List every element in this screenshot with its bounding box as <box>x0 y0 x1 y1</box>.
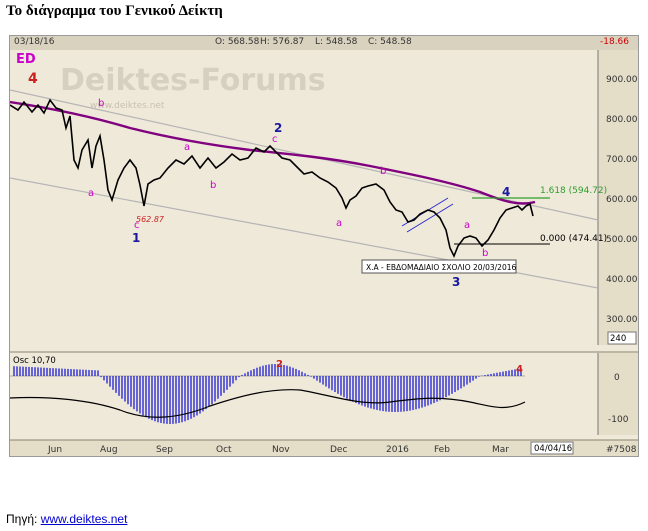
price-tick: 800.00 <box>606 115 638 125</box>
wave-3-label: 3 <box>452 275 460 289</box>
moving-average-line <box>10 100 536 205</box>
date-axis-ticks: Jun Aug Sep Oct Nov Dec 2016 Feb Mar <box>47 445 509 455</box>
date-tick: Aug <box>100 445 118 455</box>
date-tick: 2016 <box>386 445 409 455</box>
price-tick: 600.00 <box>606 195 638 205</box>
wave-b-label-4: b <box>482 248 488 259</box>
watermark: Deiktes-Forums <box>60 63 326 98</box>
oscillator-axis <box>598 353 638 435</box>
quote-open: O: 568.58 <box>215 37 260 47</box>
wave-b-label-1: b <box>98 98 104 109</box>
wave-c-label-2: c <box>272 134 278 145</box>
wave-a-label-4: a <box>464 220 470 231</box>
end-date-box <box>530 441 574 455</box>
date-tick: Feb <box>434 445 450 455</box>
wave-a-label-1: a <box>88 188 94 199</box>
oscillator-histogram <box>13 364 522 424</box>
date-tick: Oct <box>216 445 232 455</box>
wave-a-label-2: a <box>184 142 190 153</box>
end-date-label: 04/04/16 <box>534 444 572 454</box>
oscillator-label: Osc 10,70 <box>13 356 56 366</box>
wave-b-label-2: b <box>210 180 216 191</box>
price-tick: 400.00 <box>606 275 638 285</box>
wave-a-label-3: a <box>336 218 342 229</box>
date-tick: Sep <box>156 445 173 455</box>
price-tick: 700.00 <box>606 155 638 165</box>
source-label: Πηγή: <box>6 512 38 526</box>
osc-wave-2-label: 2 <box>276 359 283 370</box>
volume-box-label: 240 <box>610 334 626 344</box>
wave-2-label: 2 <box>274 121 282 135</box>
price-axis-ticks: 900.00 800.00 700.00 600.00 500.00 400.0… <box>606 75 638 325</box>
quote-header: 03/18/16 O: 568.58 H: 576.87 L: 548.58 C… <box>10 36 638 51</box>
symbol-label: ED <box>16 52 36 67</box>
oscillator-signal-line <box>10 389 526 418</box>
price-tick: 500.00 <box>606 235 638 245</box>
fib-lower-label: 0.000 (474.41) <box>540 234 607 244</box>
quote-change: -18.66 <box>600 37 630 47</box>
wave-c-label-1: c <box>134 220 140 231</box>
date-axis <box>10 440 638 456</box>
wave-1-label: 1 <box>132 231 140 245</box>
quote-close: C: 548.58 <box>368 37 412 47</box>
date-tick: Nov <box>272 445 290 455</box>
price-tick: 900.00 <box>606 75 638 85</box>
price-line <box>10 98 534 258</box>
oscillator-pane <box>10 353 598 435</box>
price-axis <box>598 50 638 345</box>
page-title: Το διάγραμμα του Γενικού Δείκτη <box>6 3 223 19</box>
source-line: Πηγή: www.deiktes.net <box>6 512 127 526</box>
source-link[interactable]: www.deiktes.net <box>40 512 128 526</box>
bar-count-label: #7508 <box>606 445 637 455</box>
chart-canvas: Deiktes-Forums www.deiktes.net ED 4 1.61… <box>10 50 638 456</box>
mini-channel-lower <box>406 203 454 233</box>
date-tick: Jun <box>47 445 62 455</box>
osc-tick-minus100: -100 <box>608 415 629 425</box>
wave-4-top-label: 4 <box>28 71 38 87</box>
quote-date: 03/18/16 <box>14 37 55 47</box>
wave-4-label: 4 <box>502 185 510 199</box>
fib-upper-label: 1.618 (594.72) <box>540 186 607 196</box>
low-value-label: 562.87 <box>136 215 165 224</box>
osc-tick-zero: 0 <box>614 373 620 383</box>
price-tick: 300.00 <box>606 315 638 325</box>
osc-wave-4-label: 4 <box>516 364 523 375</box>
wave-b-label-3: b <box>380 166 386 177</box>
watermark-url: www.deiktes.net <box>90 101 165 111</box>
chart-window: 03/18/16 O: 568.58 H: 576.87 L: 548.58 C… <box>9 35 639 457</box>
quote-high: H: 576.87 <box>260 37 305 47</box>
annotation-text: Χ.Α - ΕΒΔΟΜΑΔΙΑΙΟ ΣΧΟΛΙΟ 20/03/2016 <box>366 263 516 272</box>
volume-box <box>607 331 637 345</box>
quote-low: L: 548.58 <box>315 37 358 47</box>
date-tick: Dec <box>330 445 347 455</box>
annotation-box <box>361 259 517 274</box>
date-tick: Mar <box>492 445 509 455</box>
